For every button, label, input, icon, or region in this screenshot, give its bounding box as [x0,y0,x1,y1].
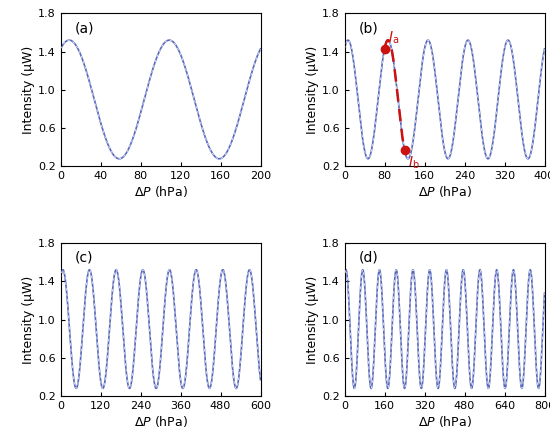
Y-axis label: Intensity (μW): Intensity (μW) [306,46,319,134]
Text: (a): (a) [74,21,94,35]
X-axis label: $\Delta P$ (hPa): $\Delta P$ (hPa) [417,184,471,199]
Text: (c): (c) [74,251,93,265]
Text: $I_{\mathrm{b}}$: $I_{\mathrm{b}}$ [408,155,419,171]
Text: $I_{\mathrm{a}}$: $I_{\mathrm{a}}$ [388,30,399,46]
X-axis label: $\Delta P$ (hPa): $\Delta P$ (hPa) [134,414,188,429]
Text: (d): (d) [359,251,378,265]
X-axis label: $\Delta P$ (hPa): $\Delta P$ (hPa) [417,414,471,429]
Y-axis label: Intensity (μW): Intensity (μW) [22,275,35,364]
X-axis label: $\Delta P$ (hPa): $\Delta P$ (hPa) [134,184,188,199]
Y-axis label: Intensity (μW): Intensity (μW) [306,275,319,364]
Y-axis label: Intensity (μW): Intensity (μW) [22,46,35,134]
Text: (b): (b) [359,21,378,35]
